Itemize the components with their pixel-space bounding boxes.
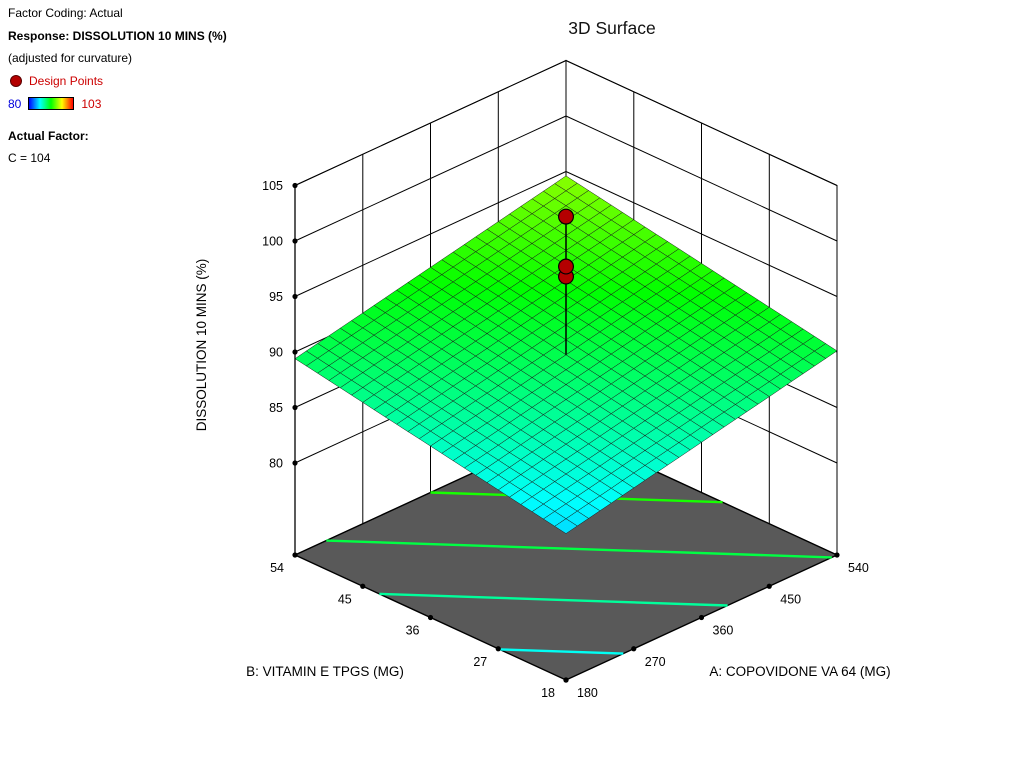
actual-factor-label: Actual Factor: <box>8 128 89 143</box>
z-tick-dot <box>292 460 298 466</box>
scale-min-label: 80 <box>8 96 22 111</box>
a-tick-label: 540 <box>848 561 869 575</box>
a-tick-dot <box>834 552 840 558</box>
b-tick-label: 36 <box>406 624 420 638</box>
z-tick-label: 80 <box>269 457 283 471</box>
b-tick-dot <box>292 552 298 558</box>
info-panel: Factor Coding: Actual Response: DISSOLUT… <box>8 6 227 174</box>
surface-mesh <box>294 175 838 534</box>
z-tick-dot <box>292 182 298 189</box>
b-tick-dot <box>495 646 501 652</box>
z-tick-label: 100 <box>262 235 283 249</box>
x-axis-title: A: COPOVIDONE VA 64 (MG) <box>709 664 890 679</box>
a-tick-label: 270 <box>645 655 666 669</box>
color-scale-legend: 80 103 <box>8 97 227 111</box>
axis-titles: A: COPOVIDONE VA 64 (MG) B: VITAMIN E TPG… <box>194 259 891 679</box>
design-point <box>557 208 574 225</box>
b-tick-label: 18 <box>541 686 555 700</box>
a-tick-dot <box>563 677 569 683</box>
b-tick-label: 27 <box>473 655 487 669</box>
design-point-icon <box>10 74 22 87</box>
response-label: Response: DISSOLUTION 10 MINS (%) <box>8 28 227 43</box>
a-tick-label: 450 <box>780 592 801 606</box>
axis-ticks: 18 27 36 45 54 180 270 360 450 540 <box>270 552 869 700</box>
b-tick-dot <box>427 614 434 621</box>
a-tick-dot <box>631 646 637 652</box>
z-tick-dot <box>292 293 298 300</box>
z-tick-label: 105 <box>262 179 283 193</box>
actual-factor-value: C = 104 <box>8 151 51 165</box>
b-tick-label: 45 <box>338 592 352 606</box>
color-scale-bar <box>28 97 75 110</box>
b-tick-label: 54 <box>270 561 284 575</box>
a-tick-label: 180 <box>577 686 598 700</box>
scale-max-label: 103 <box>81 96 102 111</box>
a-tick-label: 360 <box>713 624 734 638</box>
z-tick-dot <box>292 238 298 244</box>
z-tick-label: 90 <box>269 346 283 360</box>
z-tick-label: 95 <box>269 290 283 304</box>
design-point <box>557 258 574 275</box>
adjusted-note: (adjusted for curvature) <box>8 51 133 65</box>
b-tick-dot <box>360 583 366 589</box>
z-tick-label: 85 <box>269 401 283 415</box>
z-axis: 80 85 90 95 100 105 <box>262 179 298 555</box>
design-points <box>557 208 574 355</box>
chart-title: 3D Surface <box>568 18 656 38</box>
factor-coding-label: Factor Coding: Actual <box>8 6 123 20</box>
design-points-legend: Design Points <box>10 74 227 88</box>
z-tick-dot <box>292 404 298 411</box>
y-axis-title: B: VITAMIN E TPGS (MG) <box>246 664 404 679</box>
z-axis-title: DISSOLUTION 10 MINS (%) <box>194 259 209 432</box>
a-tick-dot <box>766 583 772 589</box>
z-tick-dot <box>292 349 298 355</box>
design-points-label: Design Points <box>29 73 104 88</box>
a-tick-dot <box>698 614 705 621</box>
